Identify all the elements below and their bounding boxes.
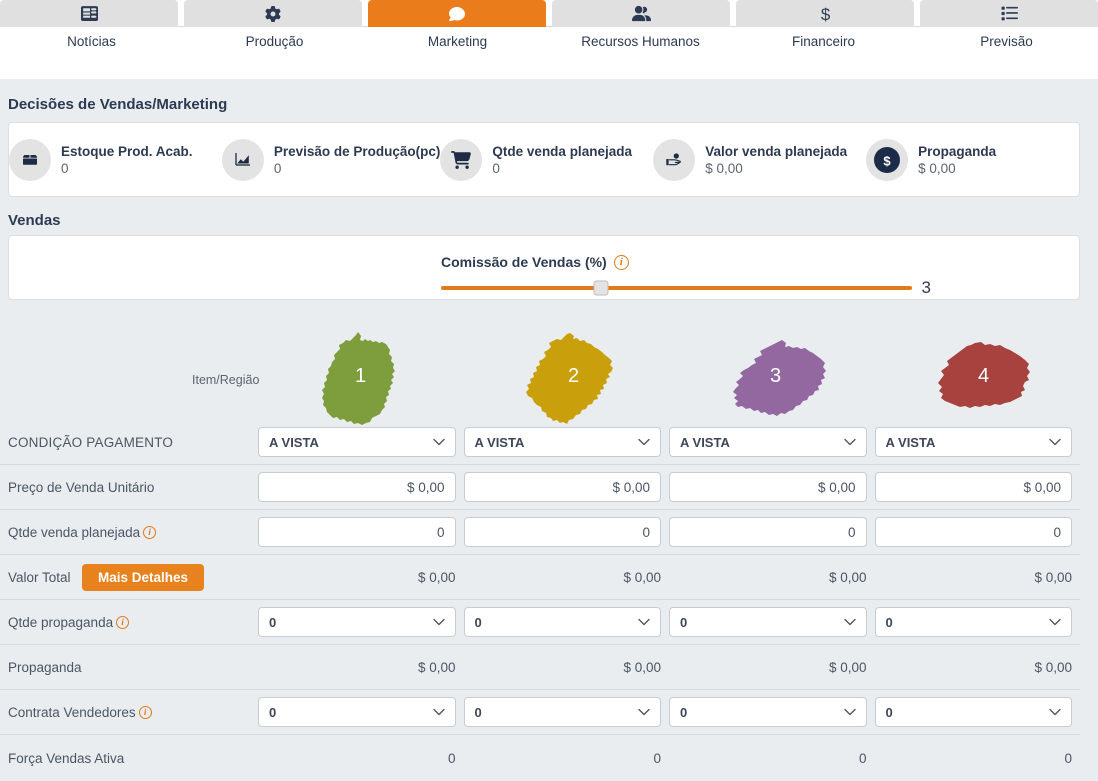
svg-text:$: $ [884,153,892,168]
svg-text:$: $ [820,4,830,23]
